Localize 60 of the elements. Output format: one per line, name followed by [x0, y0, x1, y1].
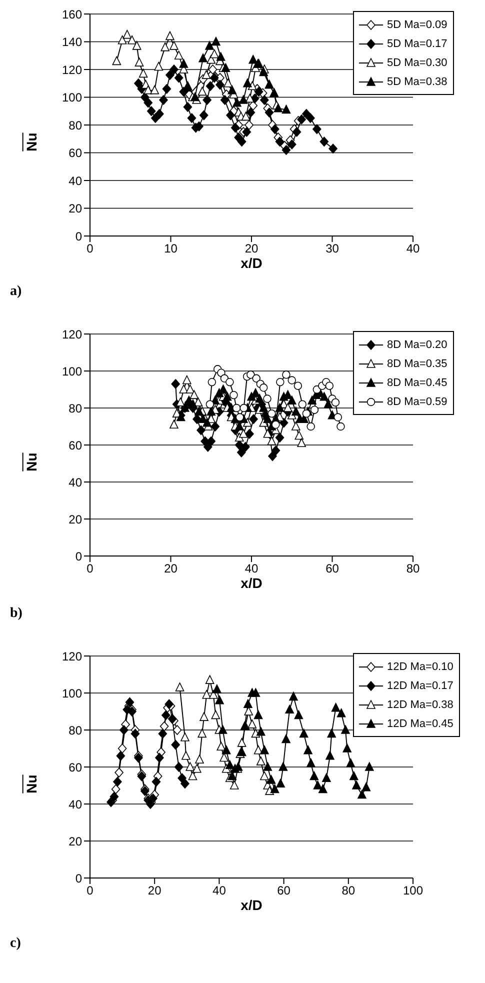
- y-tick-label: 80: [68, 118, 82, 132]
- y-tick-label: 40: [68, 797, 82, 812]
- x-tick-label: 60: [326, 562, 340, 576]
- x-axis-title: x/D: [240, 897, 262, 913]
- x-tick-label: 60: [277, 884, 291, 898]
- y-tick-label: 120: [62, 649, 82, 664]
- y-tick-label: 80: [68, 723, 82, 738]
- x-tick-label: 20: [244, 242, 258, 256]
- y-tick-label: 80: [68, 401, 82, 416]
- legend-label: 12D Ma=0.38: [387, 698, 454, 710]
- y-axis-title: Nu: [23, 452, 40, 472]
- x-tick-label: 20: [164, 562, 178, 576]
- legend-label: 5D Ma=0.38: [387, 76, 448, 88]
- y-tick-label: 60: [68, 146, 82, 160]
- legend-label: 5D Ma=0.17: [387, 38, 448, 50]
- legend-label: 8D Ma=0.59: [387, 396, 448, 408]
- y-tick-label: 20: [68, 512, 82, 526]
- y-tick-label: 160: [62, 7, 82, 22]
- y-tick-label: 0: [75, 871, 82, 886]
- x-tick-label: 40: [212, 884, 226, 898]
- y-tick-label: 40: [68, 174, 82, 188]
- legend-label: 8D Ma=0.45: [387, 376, 448, 388]
- y-tick-label: 20: [68, 202, 82, 216]
- legend-label: 5D Ma=0.30: [387, 56, 448, 68]
- y-tick-label: 120: [62, 327, 82, 342]
- legend-label: 12D Ma=0.45: [387, 718, 454, 730]
- x-tick-label: 40: [406, 242, 420, 256]
- legend-label: 5D Ma=0.09: [387, 18, 448, 30]
- legend-label: 8D Ma=0.35: [387, 358, 448, 370]
- y-tick-label: 120: [62, 62, 82, 77]
- y-tick-label: 60: [68, 760, 82, 774]
- x-tick-label: 100: [402, 884, 424, 898]
- x-tick-label: 10: [164, 242, 178, 256]
- y-tick-label: 0: [75, 229, 82, 244]
- y-tick-label: 20: [68, 834, 82, 848]
- y-tick-label: 100: [62, 90, 82, 105]
- y-tick-label: 140: [62, 35, 82, 50]
- y-tick-label: 100: [62, 686, 82, 700]
- legend-label: 12D Ma=0.17: [387, 680, 454, 692]
- x-tick-label: 80: [406, 562, 420, 576]
- y-axis-title: Nu: [23, 774, 40, 794]
- y-tick-label: 60: [68, 438, 82, 452]
- x-axis-title: x/D: [240, 255, 262, 271]
- x-tick-label: 0: [86, 242, 94, 256]
- text: c): [10, 936, 21, 952]
- x-tick-label: 30: [326, 242, 340, 256]
- x-tick-label: 20: [148, 884, 162, 898]
- x-tick-label: 0: [86, 884, 94, 898]
- text: a): [10, 284, 22, 300]
- y-tick-label: 100: [62, 364, 82, 378]
- y-tick-label: 0: [75, 549, 82, 564]
- legend-label: 8D Ma=0.20: [387, 338, 448, 350]
- x-tick-label: 40: [244, 562, 258, 576]
- x-tick-label: 0: [86, 562, 94, 576]
- y-axis-title: Nu: [23, 132, 40, 152]
- x-tick-label: 80: [342, 884, 356, 898]
- text: b): [10, 606, 22, 622]
- x-axis-title: x/D: [240, 575, 262, 591]
- legend-label: 12D Ma=0.10: [387, 660, 454, 672]
- y-tick-label: 40: [68, 475, 82, 490]
